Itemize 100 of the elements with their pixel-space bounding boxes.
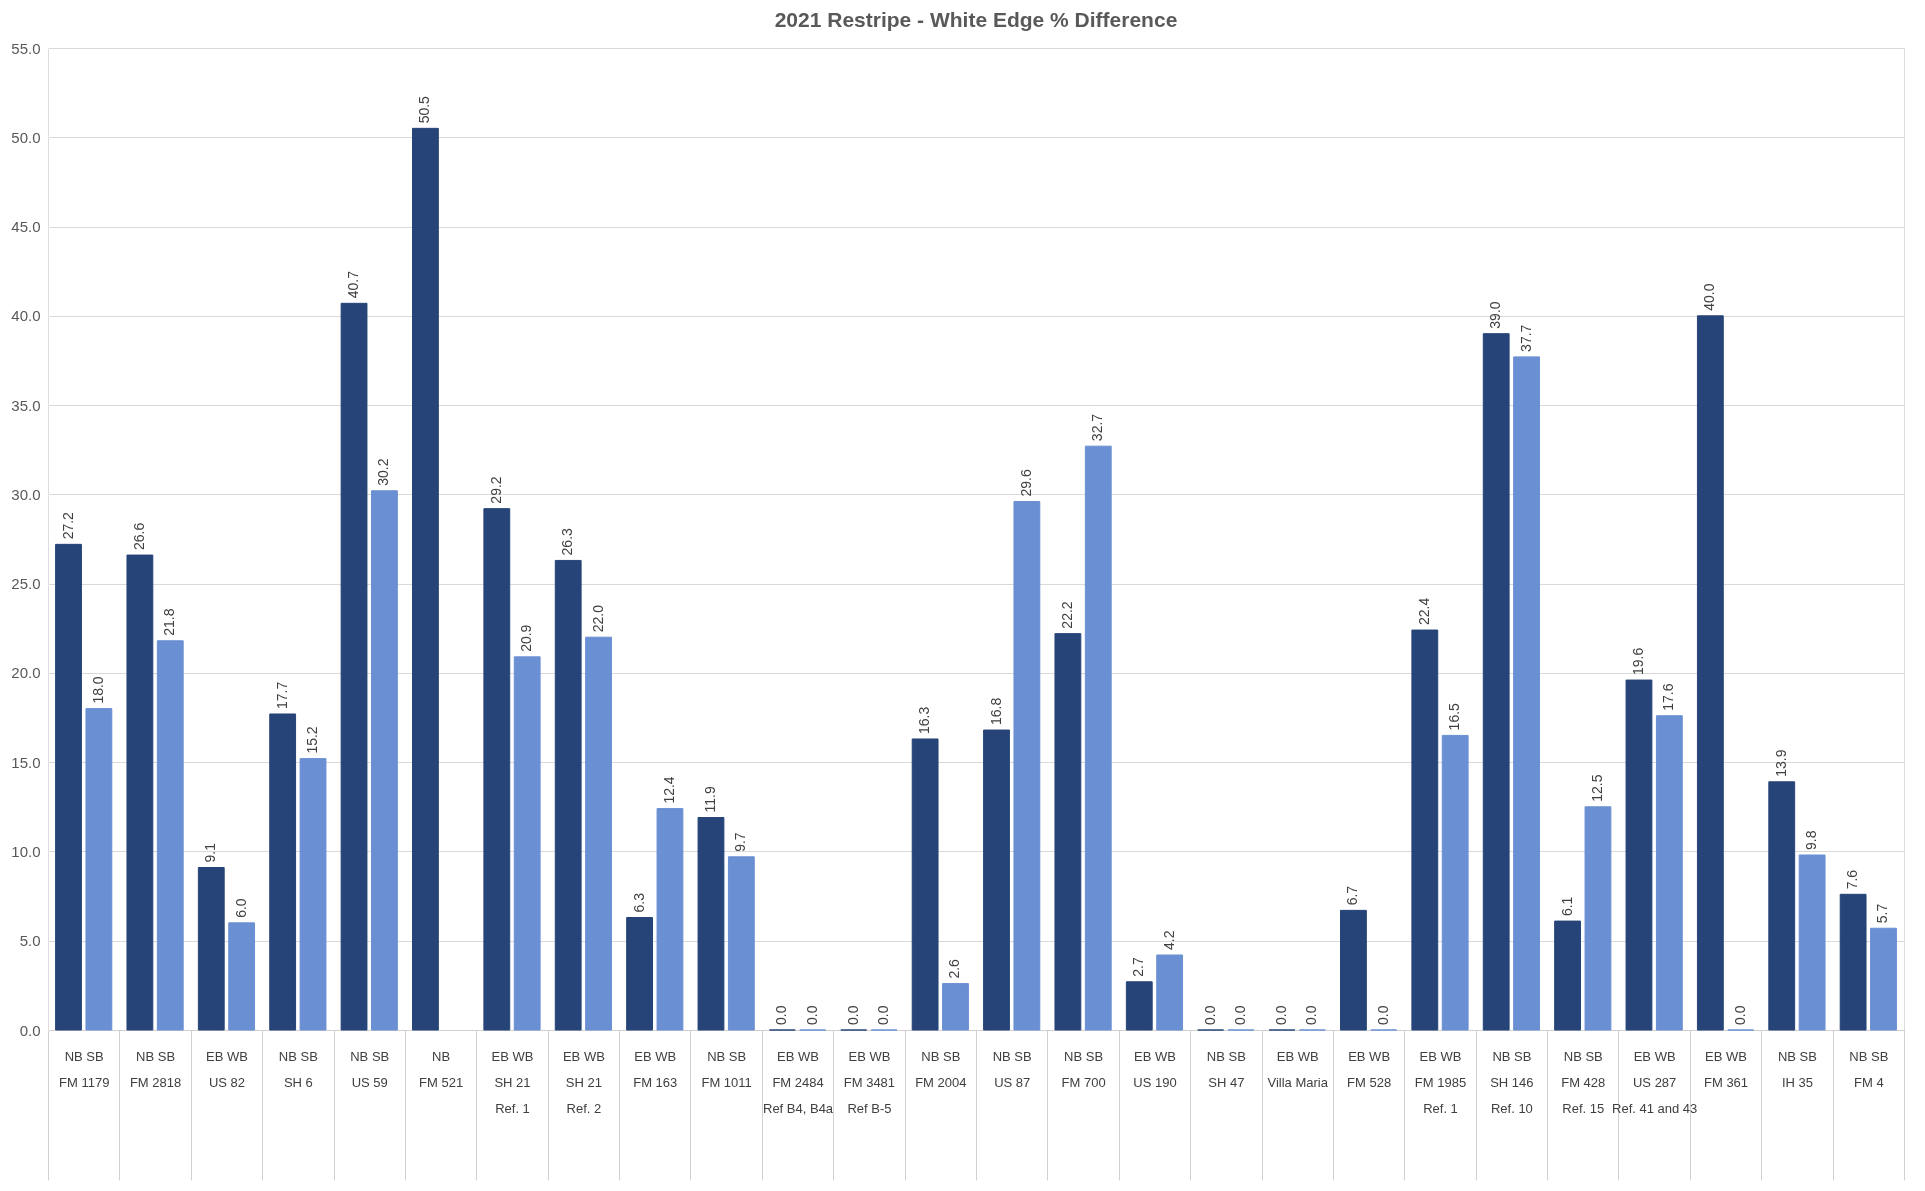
y-tick-label: 45.0 [11, 218, 41, 236]
y-tick-label: 55.0 [11, 39, 41, 57]
bar [1513, 356, 1540, 1031]
data-label: 4.2 [1160, 930, 1177, 951]
data-label: 0.0 [1303, 1005, 1320, 1025]
x-tick-label: NB FM 521 [419, 1048, 464, 1090]
bar [1584, 806, 1612, 1031]
data-label: 37.7 [1517, 324, 1534, 352]
y-tick-label: 50.0 [11, 128, 41, 146]
bar [1554, 920, 1581, 1031]
data-label: 32.7 [1089, 413, 1106, 442]
x-tick-label: EB WB FM 163 [633, 1048, 678, 1090]
bar [626, 917, 653, 1031]
x-tick-label: NB SB FM 700 [1061, 1048, 1106, 1090]
bar [1156, 954, 1184, 1031]
bar [1696, 315, 1724, 1031]
x-tick-label: EB WB SH 21 Ref. 1 [491, 1048, 534, 1116]
chart-title: 2021 Restripe - White Edge % Difference [774, 8, 1178, 31]
bar [126, 554, 154, 1031]
data-label: 15.2 [304, 726, 321, 754]
data-label: 26.6 [130, 522, 147, 551]
data-label: 11.9 [701, 786, 718, 813]
data-label: 0.0 [844, 1005, 861, 1025]
x-tick-label: EB WB Villa Maria [1267, 1048, 1329, 1090]
bar [1482, 333, 1510, 1031]
x-tick-label: EB WB SH 21 Ref. 2 [562, 1048, 605, 1116]
data-label: 0.0 [1374, 1005, 1391, 1025]
bar [228, 922, 256, 1031]
bar [1798, 854, 1826, 1031]
x-tick-label: NB SB FM 2004 [915, 1048, 967, 1090]
data-label: 5.7 [1874, 903, 1891, 924]
x-tick-label: EB WB FM 528 [1347, 1048, 1392, 1090]
x-tick-label: NB SB FM 428 Ref. 15 [1561, 1048, 1606, 1116]
x-tick-label: NB SB SH 47 [1206, 1048, 1246, 1090]
x-tick-label: EB WB FM 1985 Ref. 1 [1414, 1048, 1467, 1116]
y-tick-label: 35.0 [11, 396, 41, 414]
bar [983, 729, 1010, 1031]
bar [1411, 629, 1439, 1031]
bar [156, 640, 184, 1031]
data-label: 17.7 [273, 681, 290, 709]
data-label: 22.4 [1415, 597, 1432, 626]
x-tick-label: NB SB SH 6 [278, 1048, 318, 1090]
bar [197, 867, 225, 1031]
y-tick-label: 0.0 [19, 1021, 41, 1039]
bar [1125, 981, 1153, 1031]
data-label: 22.2 [1058, 601, 1075, 629]
data-label: 50.5 [416, 95, 433, 124]
bar [340, 302, 368, 1031]
data-label: 0.0 [1731, 1005, 1748, 1025]
x-tick-label: EB WB US 287 Ref. 41 and 43 [1612, 1048, 1698, 1116]
bar [1768, 781, 1796, 1031]
x-tick-label: EB WB US 190 [1133, 1048, 1177, 1090]
y-tick-label: 5.0 [19, 932, 41, 950]
x-tick-label: EB WB FM 361 [1704, 1048, 1749, 1090]
data-label: 19.6 [1629, 647, 1646, 676]
y-tick-label: 30.0 [11, 485, 41, 503]
bar [727, 856, 755, 1031]
data-label: 21.8 [161, 608, 178, 636]
data-label: 40.7 [345, 270, 362, 299]
bar [371, 490, 398, 1031]
data-label: 0.0 [1232, 1005, 1249, 1025]
x-tick-label: EB WB FM 3481 Ref B-5 [843, 1048, 896, 1116]
bar [1054, 633, 1082, 1031]
data-label: 16.5 [1446, 702, 1463, 731]
bar [85, 708, 113, 1031]
bar [513, 656, 541, 1031]
bar [55, 543, 82, 1031]
x-tick-label: NB SB SH 146 Ref. 10 [1490, 1048, 1534, 1116]
data-label: 20.9 [518, 624, 535, 652]
y-tick-label: 20.0 [11, 664, 41, 682]
data-label: 9.1 [202, 842, 219, 863]
data-label: 16.3 [916, 706, 933, 734]
data-label: 17.6 [1660, 683, 1677, 711]
data-label: 29.2 [487, 476, 504, 504]
y-tick-label: 25.0 [11, 575, 41, 593]
data-label: 2.6 [946, 958, 963, 979]
data-label: 13.9 [1772, 749, 1789, 777]
bar [1655, 715, 1683, 1031]
y-tick-label: 40.0 [11, 307, 41, 325]
data-label: 29.6 [1017, 469, 1034, 497]
x-tick-label: NB SB FM 2818 [129, 1048, 182, 1090]
bar [1340, 909, 1367, 1031]
data-label: 0.0 [1201, 1005, 1218, 1025]
bar [1013, 501, 1041, 1031]
data-label: 22.0 [589, 604, 606, 633]
bar [1870, 927, 1897, 1031]
data-label: 40.0 [1701, 283, 1718, 311]
data-label: 7.6 [1844, 869, 1861, 890]
y-tick-label: 15.0 [11, 753, 41, 771]
data-label: 6.1 [1558, 896, 1575, 917]
data-label: 6.3 [630, 892, 647, 913]
x-tick-label: NB SB US 59 [350, 1048, 390, 1090]
bar [1625, 679, 1653, 1031]
bar [483, 508, 511, 1031]
bar [942, 983, 969, 1031]
bar [1441, 734, 1469, 1031]
data-label: 0.0 [1273, 1005, 1290, 1025]
data-label: 12.5 [1588, 774, 1605, 802]
bar [1084, 445, 1112, 1031]
bar [656, 808, 684, 1031]
